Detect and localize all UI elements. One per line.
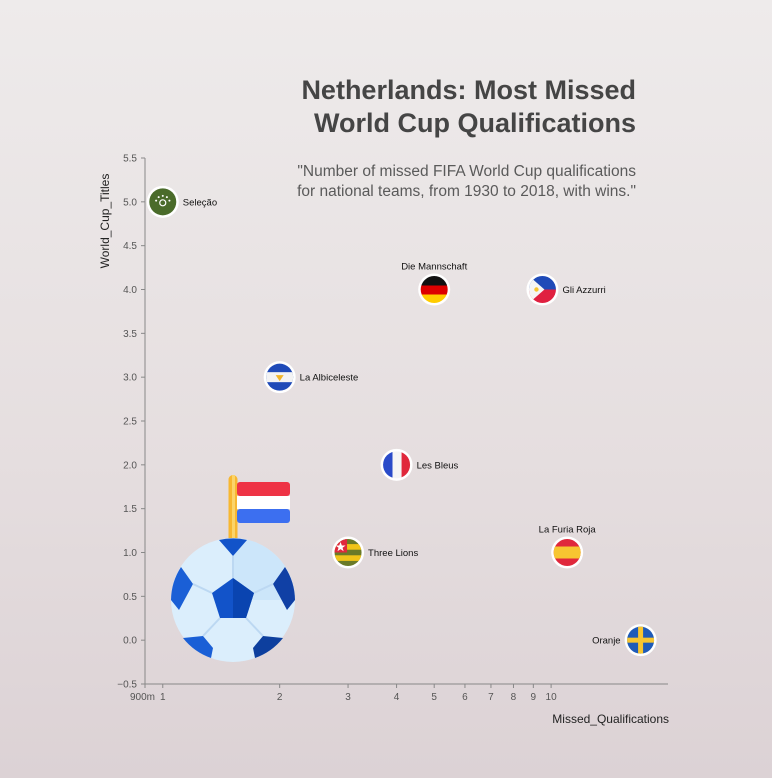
data-points: Seleção Die Mannschaft Gli Azzurri La Albic… [146, 185, 657, 657]
data-point-label: Three Lions [368, 548, 418, 559]
y-tick-label: 5.5 [123, 154, 137, 165]
chart-title: Netherlands: Most Missed World Cup Quali… [176, 74, 636, 140]
data-point-label: La Albiceleste [300, 373, 359, 384]
y-tick-label: 2.0 [123, 460, 137, 471]
y-tick-label: 3.5 [123, 329, 137, 340]
data-point-england: Three Lions [332, 536, 418, 569]
y-tick-label: 1.5 [123, 504, 137, 515]
y-tick-label: 4.5 [123, 241, 137, 252]
chart-title-line-1: Netherlands: Most Missed [301, 75, 636, 105]
chart-title-line-2: World Cup Qualifications [313, 108, 636, 138]
data-point-brazil: Seleção [146, 185, 217, 218]
chart-subtitle-line-1: "Number of missed FIFA World Cup qualifi… [297, 163, 636, 180]
data-point-germany: Die Mannschaft [401, 262, 468, 306]
x-tick-label: 10 [546, 692, 558, 703]
x-tick-label: 4 [394, 692, 400, 703]
y-tick-label: 0.0 [123, 636, 137, 647]
x-tick-label: 2 [277, 692, 283, 703]
x-ticks: 900m 1 2 3 4 5 6 7 8 9 10 [130, 684, 557, 703]
x-tick-label: 7 [488, 692, 494, 703]
x-tick-label: 5 [431, 692, 437, 703]
x-axis-title: Missed_Qualifications [552, 712, 669, 726]
x-tick-label: 8 [511, 692, 517, 703]
data-point-label: Les Bleus [417, 460, 459, 471]
y-tick-label: 5.0 [123, 197, 137, 208]
data-point-label: Oranje [592, 636, 621, 647]
x-tick-label: 3 [345, 692, 351, 703]
y-axis-title: World_Cup_Titles [98, 174, 112, 269]
soccer-ball-with-flag-icon [171, 475, 295, 662]
data-point-argentina: La Albiceleste [263, 361, 359, 394]
x-tick-label: 6 [462, 692, 468, 703]
data-point-label: Gli Azzurri [562, 285, 605, 296]
x-tick-label: 9 [531, 692, 537, 703]
data-point-label: La Furia Roja [539, 525, 597, 536]
y-tick-label: 3.0 [123, 373, 137, 384]
data-point-france: Les Bleus [380, 448, 459, 481]
data-point-label: Die Mannschaft [401, 262, 467, 273]
x-tick-label: 900m [130, 692, 155, 703]
data-point-spain: La Furia Roja [539, 525, 597, 569]
y-tick-label: −0.5 [117, 680, 137, 691]
data-point-label: Seleção [183, 197, 217, 208]
y-ticks: −0.5 0.0 0.5 1.0 1.5 2.0 2.5 3.0 3.5 4.0 4.5 5.0 5.5 [117, 154, 145, 691]
data-point-italy: Gli Azzurri [526, 273, 606, 306]
y-tick-label: 1.0 [123, 548, 137, 559]
y-tick-label: 0.5 [123, 592, 137, 603]
chart-subtitle: "Number of missed FIFA World Cup qualifi… [216, 162, 636, 202]
y-tick-label: 2.5 [123, 417, 137, 428]
chart-subtitle-line-2: for national teams, from 1930 to 2018, w… [297, 183, 636, 200]
y-tick-label: 4.0 [123, 285, 137, 296]
x-tick-label: 1 [160, 692, 166, 703]
data-point-netherlands: Oranje [592, 624, 657, 657]
